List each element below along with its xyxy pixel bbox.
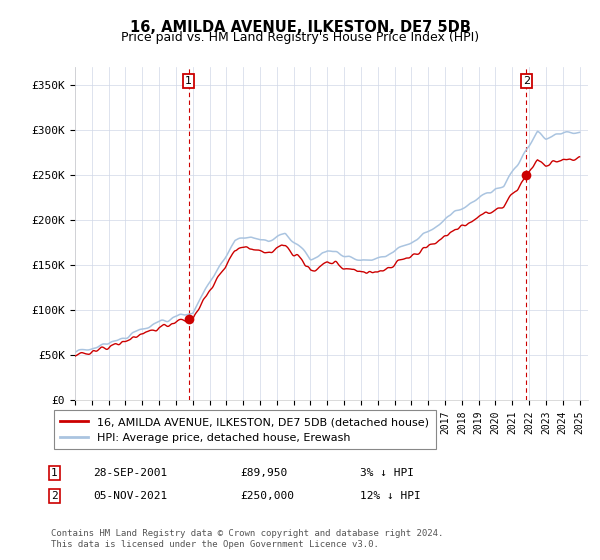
Text: 05-NOV-2021: 05-NOV-2021: [93, 491, 167, 501]
Text: Contains HM Land Registry data © Crown copyright and database right 2024.
This d: Contains HM Land Registry data © Crown c…: [51, 529, 443, 549]
Text: 28-SEP-2001: 28-SEP-2001: [93, 468, 167, 478]
Text: 3% ↓ HPI: 3% ↓ HPI: [360, 468, 414, 478]
Text: 1: 1: [51, 468, 58, 478]
Text: 2: 2: [523, 76, 530, 86]
Text: 2: 2: [51, 491, 58, 501]
Text: 16, AMILDA AVENUE, ILKESTON, DE7 5DB: 16, AMILDA AVENUE, ILKESTON, DE7 5DB: [130, 20, 470, 35]
Text: £250,000: £250,000: [240, 491, 294, 501]
Text: 1: 1: [185, 76, 192, 86]
Legend: 16, AMILDA AVENUE, ILKESTON, DE7 5DB (detached house), HPI: Average price, detac: 16, AMILDA AVENUE, ILKESTON, DE7 5DB (de…: [53, 410, 436, 449]
Text: 12% ↓ HPI: 12% ↓ HPI: [360, 491, 421, 501]
Text: £89,950: £89,950: [240, 468, 287, 478]
Text: Price paid vs. HM Land Registry's House Price Index (HPI): Price paid vs. HM Land Registry's House …: [121, 31, 479, 44]
